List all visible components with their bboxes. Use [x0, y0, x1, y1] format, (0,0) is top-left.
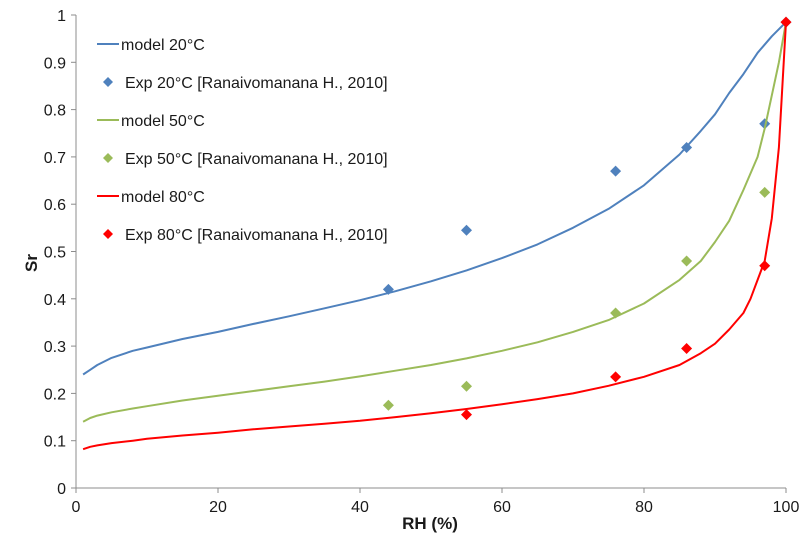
data-point — [461, 380, 472, 392]
data-point — [382, 283, 394, 295]
y-tick-label: 0.2 — [44, 386, 66, 403]
x-tick-label: 80 — [635, 499, 653, 516]
legend-item: model 20°C — [97, 37, 205, 54]
legend-label: Exp 80°C [Ranaivomanana H., 2010] — [125, 227, 388, 244]
y-tick-label: 0 — [57, 481, 66, 498]
data-point — [681, 141, 693, 153]
legend-item: model 80°C — [97, 189, 205, 206]
y-tick-label: 0.6 — [44, 197, 66, 214]
data-point — [461, 224, 472, 236]
y-axis-title: Sr — [22, 254, 41, 272]
legend-label: model 50°C — [121, 113, 205, 130]
data-point — [681, 342, 693, 354]
y-tick-label: 1 — [57, 8, 66, 25]
legend-label: Exp 50°C [Ranaivomanana H., 2010] — [125, 151, 388, 168]
legend-item: Exp 50°C [Ranaivomanana H., 2010] — [103, 151, 388, 168]
legend-item: model 50°C — [97, 113, 205, 130]
y-tick-label: 0.5 — [44, 245, 66, 262]
legend-label: Exp 20°C [Ranaivomanana H., 2010] — [125, 75, 388, 92]
legend-item: Exp 20°C [Ranaivomanana H., 2010] — [103, 75, 388, 92]
series-line — [82, 21, 787, 423]
data-point — [382, 399, 394, 411]
legend: model 20°C Exp 20°C [Ranaivomanana H., 20… — [97, 37, 388, 244]
data-point — [759, 186, 771, 198]
x-tick-label: 100 — [773, 499, 800, 516]
data-point — [759, 260, 771, 272]
series — [82, 16, 792, 451]
x-tick-label: 0 — [72, 499, 81, 516]
legend-item: Exp 80°C [Ranaivomanana H., 2010] — [103, 227, 388, 244]
legend-marker-swatch — [103, 77, 113, 87]
x-axis-title: RH (%) — [402, 514, 458, 533]
y-tick-label: 0.1 — [44, 434, 66, 451]
legend-marker-swatch — [103, 229, 113, 239]
legend-label: model 80°C — [121, 189, 205, 206]
series-line — [82, 21, 787, 376]
data-point — [681, 255, 693, 267]
data-point — [780, 16, 792, 28]
legend-marker-swatch — [103, 153, 113, 163]
x-tick-label: 20 — [209, 499, 227, 516]
y-tick-label: 0.8 — [44, 103, 66, 120]
x-tick-label: 60 — [493, 499, 511, 516]
y-tick-label: 0.4 — [44, 292, 66, 309]
series-3 — [382, 186, 771, 411]
y-tick-label: 0.3 — [44, 339, 66, 356]
series-5 — [461, 16, 792, 421]
series-4 — [82, 22, 787, 451]
y-tick-label: 0.9 — [44, 55, 66, 72]
tick-labels: 0 20 40 60 80 100 0 0.1 0.2 0.3 0.4 0.5 0.6 0.7 0.8 0.9… — [44, 8, 800, 516]
data-point — [610, 165, 622, 177]
series-line — [82, 22, 787, 451]
series-0 — [82, 21, 787, 376]
series-2 — [82, 21, 787, 423]
data-point — [461, 409, 472, 421]
data-point — [610, 371, 622, 383]
legend-label: model 20°C — [121, 37, 205, 54]
data-point — [610, 307, 622, 319]
series-1 — [382, 16, 792, 295]
x-tick-label: 40 — [351, 499, 369, 516]
y-tick-label: 0.7 — [44, 150, 66, 167]
